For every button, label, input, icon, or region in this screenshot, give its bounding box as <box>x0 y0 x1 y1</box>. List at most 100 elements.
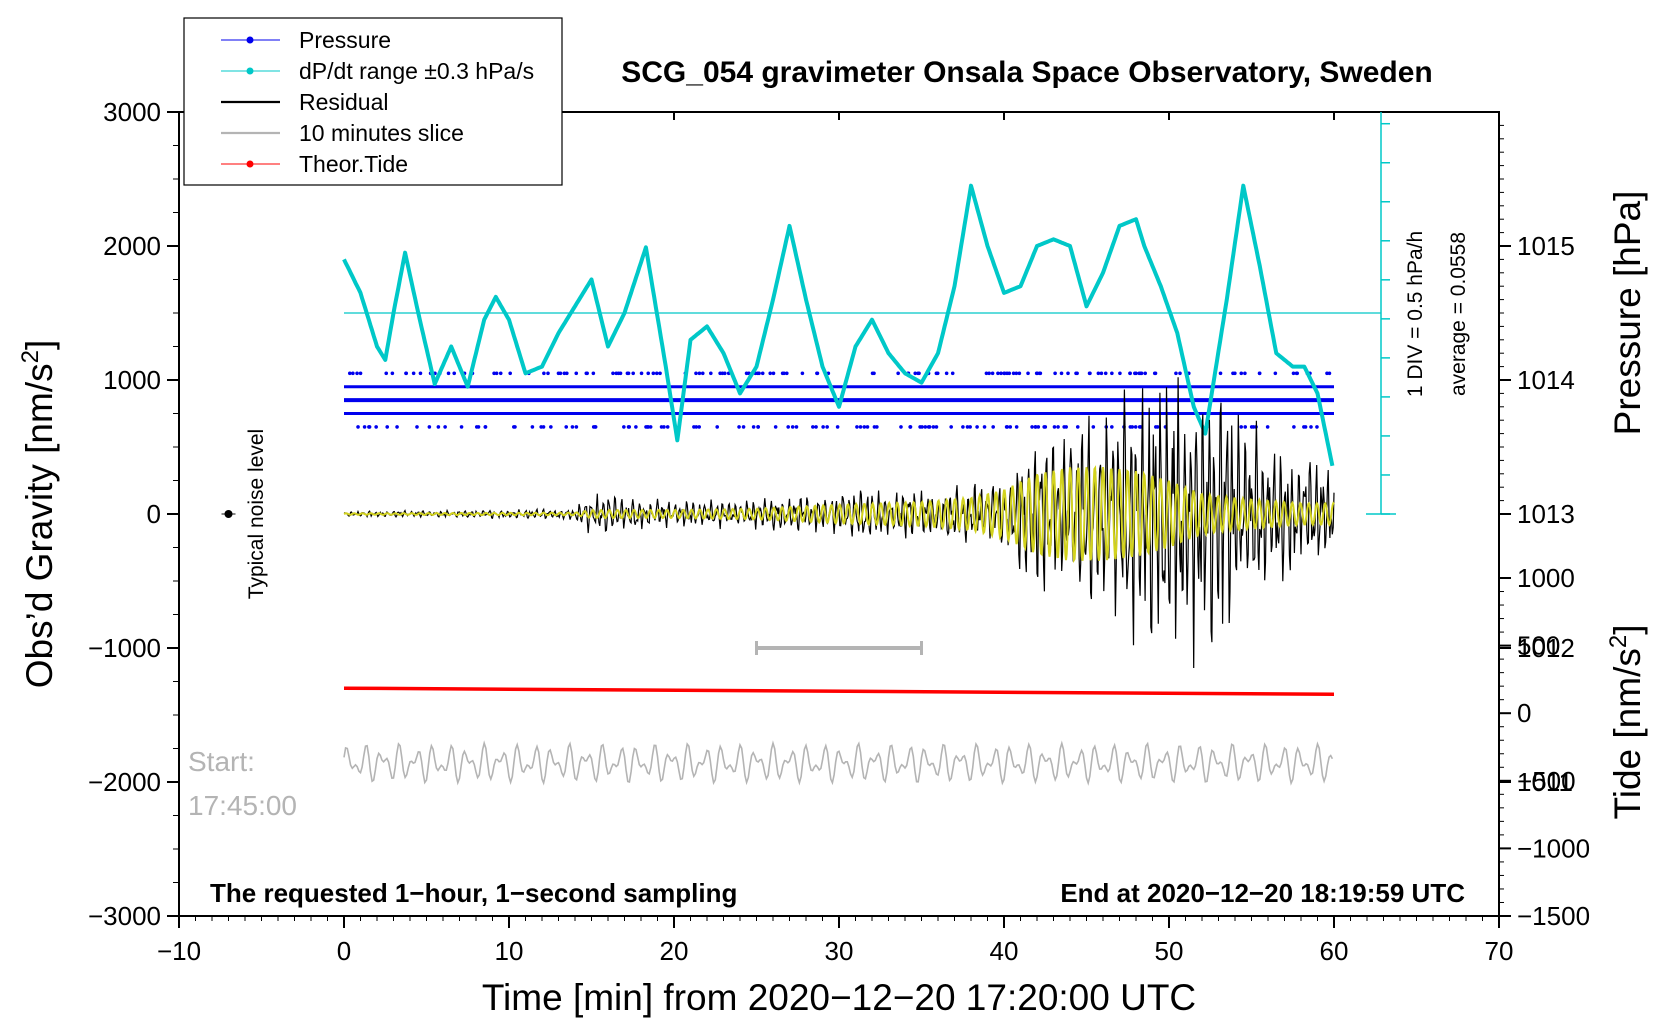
pressure-point <box>574 425 579 429</box>
pressure-point <box>384 371 389 376</box>
pressure-point <box>356 425 360 429</box>
noise-level-label: Typical noise level <box>245 429 268 599</box>
x-tick-label: −10 <box>157 936 201 966</box>
pressure-point <box>855 425 859 429</box>
pressure-point <box>530 425 535 429</box>
tide-label-end: ] <box>1607 625 1648 635</box>
pressure-point <box>452 371 457 376</box>
pressure-point <box>760 371 765 376</box>
pressure-point <box>351 371 355 376</box>
y-left-label-main: Obs’d Gravity [nm/s <box>19 363 60 688</box>
pressure-point <box>741 425 746 429</box>
pressure-point <box>1075 371 1079 376</box>
pressure-point <box>780 371 785 376</box>
tide-tick-label: −500 <box>1517 766 1576 796</box>
pressure-point <box>1155 425 1160 429</box>
pressure-point <box>1178 371 1182 376</box>
pressure-point <box>790 425 795 429</box>
pressure-point <box>1309 425 1313 429</box>
pressure-point <box>785 371 789 376</box>
pressure-point <box>1133 425 1138 429</box>
pressure-point <box>709 371 713 376</box>
pressure-point <box>574 371 579 376</box>
pressure-point <box>1231 371 1235 376</box>
pressure-point <box>756 425 761 429</box>
legend-label: 10 minutes slice <box>299 120 464 146</box>
pressure-tick-label: 1012 <box>1517 633 1575 663</box>
pressure-point <box>367 425 372 429</box>
pressure-point <box>1294 371 1299 376</box>
pressure-point <box>961 425 965 429</box>
tide-tick-label: 500 <box>1517 631 1560 661</box>
pressure-point <box>1052 425 1057 429</box>
pressure-point <box>1152 371 1157 376</box>
pressure-point <box>374 425 378 429</box>
y-left-tick-label: −1000 <box>88 633 161 663</box>
x-tick-label: 20 <box>660 936 689 966</box>
pressure-point <box>1014 425 1019 429</box>
pressure-point <box>1030 425 1034 429</box>
y-left-label-end: ] <box>19 340 60 350</box>
x-axis-label: Time [min] from 2020−12−20 17:20:00 UTC <box>482 977 1196 1018</box>
pressure-point <box>896 371 900 376</box>
pressure-point <box>1066 371 1070 376</box>
x-tick-label: 40 <box>990 936 1019 966</box>
pressure-point <box>446 371 451 376</box>
dpdt-series-line <box>342 183 1335 467</box>
pressure-point <box>549 425 553 429</box>
y-left-tick-label: 1000 <box>103 365 161 395</box>
pressure-point <box>715 425 720 429</box>
pressure-point <box>1103 371 1108 376</box>
x-tick-label: 0 <box>337 936 351 966</box>
data-series <box>221 183 1381 786</box>
tide-label-main: Tide [nm/s <box>1607 648 1648 819</box>
pressure-point <box>923 425 928 429</box>
pressure-point <box>611 371 615 376</box>
pressure-point <box>991 425 995 429</box>
pressure-point <box>815 371 820 376</box>
pressure-point <box>700 371 705 376</box>
filtered-series-line <box>343 465 1335 564</box>
pressure-point <box>944 371 949 376</box>
pressure-point <box>498 371 503 376</box>
pressure-point <box>665 425 670 429</box>
pressure-axis-label: Pressure [hPa] <box>1607 191 1648 436</box>
y-left-tick-label: 0 <box>147 499 161 529</box>
pressure-point <box>1056 425 1060 429</box>
pressure-point <box>1087 371 1092 376</box>
pressure-point <box>934 371 939 376</box>
pressure-point <box>1099 371 1104 376</box>
pressure-point <box>1139 371 1144 376</box>
pressure-point <box>1273 371 1278 376</box>
pressure-point <box>1005 371 1009 376</box>
chart-title: SCG_054 gravimeter Onsala Space Observat… <box>621 56 1433 89</box>
pressure-point <box>950 371 955 376</box>
tide-tick-label: 0 <box>1517 698 1531 728</box>
pressure-point <box>1133 371 1137 376</box>
y-left-tick-label: −2000 <box>88 767 161 797</box>
pressure-point <box>411 371 416 376</box>
pressure-point <box>591 371 596 376</box>
pressure-tick-label: 1014 <box>1517 365 1575 395</box>
tide-tick-label: 1000 <box>1517 563 1575 593</box>
pressure-point <box>1059 371 1064 376</box>
legend-entries: Pressure dP/dt range ±0.3 hPa/s Residual 10… <box>221 27 534 177</box>
pressure-point <box>1091 425 1096 429</box>
y-left-tick-label: 2000 <box>103 231 161 261</box>
sampling-note: The requested 1−hour, 1−second sampling <box>210 878 737 908</box>
legend-label: Pressure <box>299 27 391 53</box>
y-left-label-sup: 2 <box>17 350 44 363</box>
pressure-point <box>627 425 632 429</box>
pressure-point <box>814 425 818 429</box>
y-left-axis-ticks: 3000 2000 1000 0 −1000 −2000 −3000 <box>88 97 179 931</box>
pressure-point <box>1110 371 1114 376</box>
pressure-point <box>825 425 829 429</box>
slice-series-line <box>343 740 1334 786</box>
pressure-point <box>1239 371 1244 376</box>
pressure-point <box>800 371 805 376</box>
pressure-point <box>1043 425 1048 429</box>
pressure-point <box>821 425 825 429</box>
pressure-point <box>1075 425 1080 429</box>
pressure-point <box>1130 425 1135 429</box>
pressure-point <box>508 371 512 376</box>
